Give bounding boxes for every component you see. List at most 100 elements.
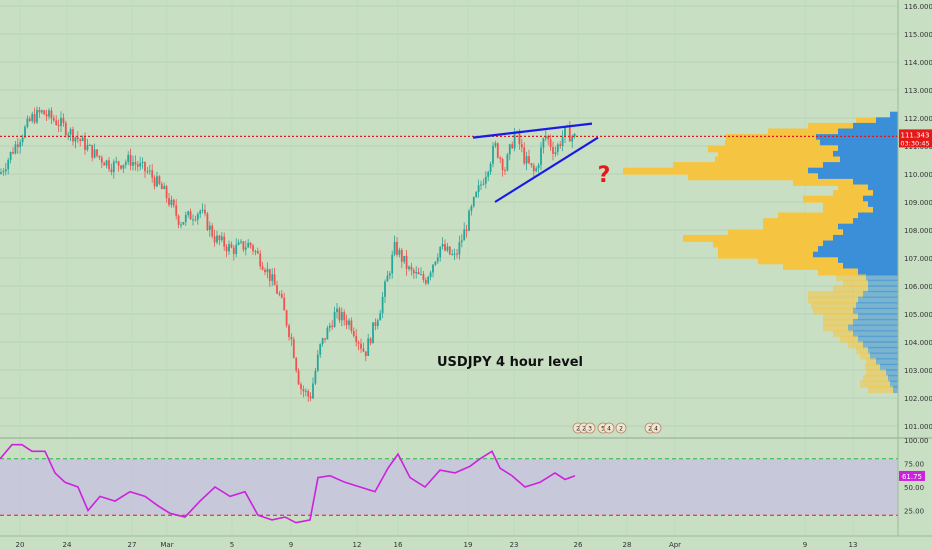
candle-body bbox=[441, 243, 444, 247]
countdown-label: 03:30:45 bbox=[900, 139, 929, 147]
candle-body bbox=[204, 209, 206, 214]
volume-profile-bar-yellow bbox=[683, 234, 833, 242]
candle-body bbox=[134, 162, 137, 165]
candle-body bbox=[388, 273, 391, 276]
candle-body bbox=[57, 124, 60, 126]
candle-body bbox=[9, 152, 12, 160]
candle-body bbox=[266, 268, 269, 273]
volume-profile-bar-yellow bbox=[860, 352, 870, 360]
candle-body bbox=[297, 370, 300, 385]
volume-profile-bar-yellow bbox=[715, 156, 840, 164]
volume-profile-bar-yellow bbox=[673, 162, 823, 170]
candle-body bbox=[434, 261, 437, 265]
volume-profile-bar-yellow bbox=[768, 128, 838, 136]
price-tick-label: 106.000 bbox=[904, 283, 932, 291]
volume-profile-bar-blue bbox=[880, 363, 898, 371]
volume-profile-bar-blue bbox=[818, 246, 898, 254]
volume-profile-bar-yellow bbox=[843, 279, 868, 287]
candle-body bbox=[386, 275, 389, 282]
candle-body bbox=[261, 266, 264, 270]
volume-profile-bar-blue bbox=[820, 139, 898, 147]
candle-body bbox=[129, 154, 132, 166]
rsi-tick-label: 50.00 bbox=[904, 484, 924, 492]
event-marker-label: 4 bbox=[607, 426, 611, 433]
candle-body bbox=[172, 199, 175, 206]
candle-body bbox=[540, 147, 542, 165]
rsi-tick-label: 100.00 bbox=[904, 437, 929, 445]
candle-body bbox=[43, 110, 46, 115]
candle-body bbox=[429, 272, 432, 277]
candle-body bbox=[223, 236, 226, 247]
wedge-upper-line bbox=[472, 122, 593, 139]
candle-body bbox=[79, 139, 82, 142]
volume-profile-bar-blue bbox=[868, 201, 898, 209]
volume-profile-bar-blue bbox=[866, 274, 898, 282]
candle-body bbox=[319, 343, 322, 355]
time-axis: 20 24 27 Mar 5 9 12 16 19 23 26 28 Apr 9 13 bbox=[0, 535, 932, 549]
volume-profile-bar-blue bbox=[873, 206, 898, 214]
event-marker-label: 5 bbox=[601, 426, 605, 433]
candle-body bbox=[165, 186, 168, 199]
volume-profile-bar-blue bbox=[818, 173, 898, 181]
candle-body bbox=[309, 396, 312, 399]
candle-body bbox=[333, 312, 336, 328]
time-tick-label: 23 bbox=[510, 541, 519, 549]
candle-body bbox=[283, 297, 286, 311]
candle-body bbox=[4, 169, 7, 172]
volume-profile-bar-yellow bbox=[725, 139, 820, 147]
volume-profile-bar-blue bbox=[853, 122, 898, 130]
candle-body bbox=[208, 225, 211, 231]
candle-body bbox=[468, 210, 470, 231]
volume-profile-bar-yellow bbox=[868, 386, 893, 394]
candle-body bbox=[81, 137, 84, 142]
candle-body bbox=[520, 144, 523, 148]
volume-profile-bar-blue bbox=[868, 184, 898, 192]
volume-profile-bar-yellow bbox=[823, 313, 858, 321]
volume-profile-bar-yellow bbox=[726, 134, 816, 142]
event-marker bbox=[603, 422, 615, 434]
candle-body bbox=[170, 199, 173, 205]
candle-body bbox=[525, 156, 528, 164]
price-tick-label: 116.000 bbox=[904, 3, 932, 11]
rsi-pane bbox=[0, 437, 932, 524]
event-marker bbox=[615, 422, 627, 434]
candle-body bbox=[182, 222, 185, 225]
candle-body bbox=[180, 224, 182, 226]
candle-body bbox=[554, 152, 557, 154]
time-tick-label: 13 bbox=[849, 541, 858, 549]
volume-profile-bar-yellow bbox=[708, 145, 838, 153]
candle-body bbox=[544, 136, 547, 139]
candle-body bbox=[508, 144, 511, 155]
candle-body bbox=[254, 251, 257, 253]
event-marker-label: 3 bbox=[588, 426, 592, 433]
candle-body bbox=[220, 236, 223, 241]
candle-body bbox=[288, 325, 290, 338]
volume-profile-bar-yellow bbox=[688, 173, 818, 181]
volume-profile-bar-blue bbox=[858, 268, 898, 276]
volume-profile-bar-blue bbox=[863, 290, 898, 298]
candle-body bbox=[16, 144, 19, 148]
candle-body bbox=[247, 242, 250, 248]
candle-body bbox=[535, 168, 538, 172]
candle-body bbox=[50, 110, 53, 119]
candle-body bbox=[122, 164, 125, 169]
candle-body bbox=[504, 169, 506, 171]
candle-body bbox=[141, 161, 144, 164]
candle-body bbox=[72, 129, 74, 142]
candle-body bbox=[300, 384, 302, 390]
volume-profile-bar-blue bbox=[868, 279, 898, 287]
volume-profile-bar-yellow bbox=[838, 184, 868, 192]
volume-profile-bar-blue bbox=[833, 234, 898, 242]
candle-body bbox=[256, 251, 259, 254]
volume-profile-bar-yellow bbox=[718, 246, 818, 254]
volume-profile-bar-blue bbox=[868, 346, 898, 354]
volume-profile-bar-blue bbox=[858, 335, 898, 343]
candle-body bbox=[556, 144, 559, 153]
candle-body bbox=[367, 338, 370, 356]
event-marker-label: 4 bbox=[654, 426, 658, 433]
price-tick-label: 105.000 bbox=[904, 311, 932, 319]
candle-body bbox=[273, 274, 276, 286]
candle-body bbox=[314, 370, 317, 384]
question-mark: ? bbox=[598, 163, 611, 188]
